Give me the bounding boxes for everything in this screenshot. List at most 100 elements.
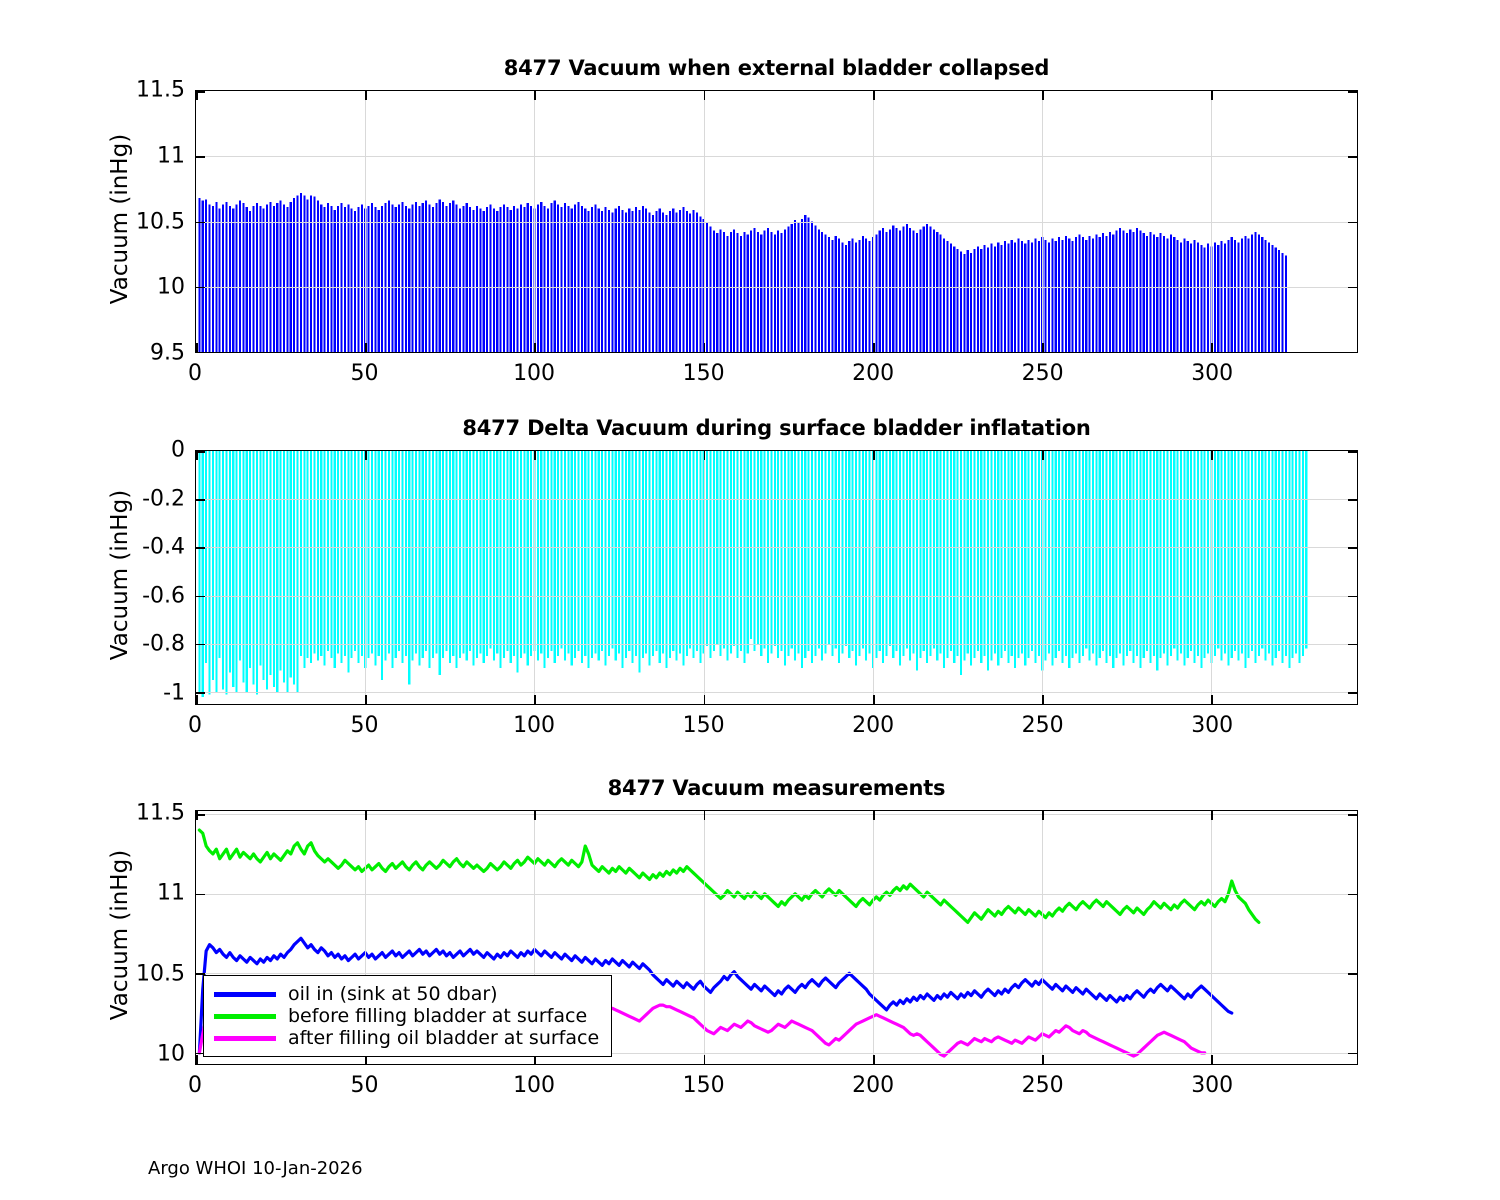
x-tickmark xyxy=(1042,811,1044,820)
legend-label-before-filling: before filling bladder at surface xyxy=(288,1005,588,1027)
x-tickmark xyxy=(196,1055,198,1064)
x-tick-label: 100 xyxy=(513,713,556,738)
y-tickmark xyxy=(1348,352,1357,353)
x-tickmark xyxy=(872,343,875,352)
x-tickmark xyxy=(534,451,537,460)
x-tickmark xyxy=(872,695,875,704)
gridline-vertical xyxy=(1211,451,1213,704)
gridline-vertical xyxy=(872,811,874,1064)
x-tickmark xyxy=(534,91,537,100)
y-tickmark xyxy=(1348,451,1357,453)
gridline-vertical xyxy=(1211,91,1213,352)
gridline-horizontal xyxy=(196,691,1357,693)
x-tickmark xyxy=(365,343,367,352)
y-tick-label: -0.8 xyxy=(142,631,185,657)
y-tickmark xyxy=(196,156,205,158)
panel3-title: 8477 Vacuum measurements xyxy=(607,776,946,800)
y-tickmark xyxy=(1348,1052,1357,1055)
gridline-vertical xyxy=(1042,811,1044,1064)
y-tickmark xyxy=(196,643,205,646)
gridline-horizontal xyxy=(196,814,1357,816)
panel1-ylabel: Vacuum (inHg) xyxy=(107,133,133,304)
y-tickmark xyxy=(196,499,205,501)
y-tickmark xyxy=(1348,643,1357,646)
gridline-horizontal xyxy=(196,973,1357,975)
x-tickmark xyxy=(872,91,875,100)
gridline-vertical xyxy=(872,91,874,352)
x-tick-label: 0 xyxy=(188,361,202,386)
panel-vacuum-external-bladder-collapsed: 8477 Vacuum when external bladder collap… xyxy=(107,56,1358,386)
y-tick-label: 0 xyxy=(171,437,185,463)
gridline-vertical xyxy=(703,811,705,1064)
x-tickmark xyxy=(196,695,198,704)
x-tickmark xyxy=(703,343,706,352)
y-tick-label: 11 xyxy=(157,143,185,169)
y-tickmark xyxy=(196,547,205,549)
y-tickmark xyxy=(196,893,205,896)
gridline-horizontal xyxy=(196,1052,1357,1054)
legend-item-after-filling: after filling oil bladder at surface xyxy=(214,1027,599,1049)
y-tick-label: 10.5 xyxy=(136,209,185,234)
panel2-ylabel: Vacuum (inHg) xyxy=(107,489,133,660)
x-tick-label: 100 xyxy=(513,361,556,386)
y-tickmark xyxy=(1348,499,1357,501)
y-tick-label: 11.5 xyxy=(136,800,185,826)
x-tickmark xyxy=(534,1055,537,1064)
x-tick-label: 0 xyxy=(188,1073,202,1098)
gridline-horizontal xyxy=(196,595,1357,597)
x-tickmark xyxy=(534,343,537,352)
gridline-vertical xyxy=(534,811,536,1064)
x-tickmark xyxy=(1211,91,1214,100)
gridline-horizontal xyxy=(196,893,1357,895)
x-tick-label: 150 xyxy=(682,1073,725,1098)
gridline-horizontal xyxy=(196,499,1357,501)
x-tickmark xyxy=(872,1055,875,1064)
x-tickmark xyxy=(1042,1055,1044,1064)
gridline-vertical xyxy=(365,91,367,352)
x-tickmark xyxy=(1042,91,1044,100)
x-tickmark xyxy=(872,451,875,460)
x-tick-label: 200 xyxy=(852,361,895,386)
y-tick-label: 9.5 xyxy=(150,340,185,366)
x-tickmark xyxy=(196,91,198,100)
gridline-vertical xyxy=(1211,811,1213,1064)
panel1-bars xyxy=(198,192,1287,352)
y-tickmark xyxy=(1348,691,1357,694)
gridline-vertical xyxy=(365,451,367,704)
y-tickmark xyxy=(196,91,205,93)
gridline-vertical xyxy=(534,451,536,704)
gridline-vertical xyxy=(703,91,705,352)
y-tickmark xyxy=(196,352,205,353)
legend-swatch-green xyxy=(214,1013,276,1019)
y-tick-label: 10 xyxy=(157,274,185,300)
x-tick-label: 300 xyxy=(1191,713,1234,738)
gridline-vertical xyxy=(703,451,705,704)
x-tickmark xyxy=(365,1055,367,1064)
panel2-bars xyxy=(198,451,1308,697)
x-tickmark xyxy=(365,91,367,100)
y-tickmark xyxy=(196,1052,205,1055)
y-tickmark xyxy=(196,973,205,975)
x-tick-label: 200 xyxy=(852,1073,895,1098)
legend-label-oil-in: oil in (sink at 50 dbar) xyxy=(288,983,498,1005)
y-tickmark xyxy=(1348,221,1357,224)
gridline-vertical xyxy=(534,91,536,352)
x-tickmark xyxy=(534,695,537,704)
y-tickmark xyxy=(1348,595,1357,598)
x-tickmark xyxy=(1211,451,1214,460)
x-tick-label: 200 xyxy=(852,713,895,738)
y-tick-label: -0.2 xyxy=(142,486,185,512)
x-tickmark xyxy=(196,343,198,352)
figure-footer: Argo WHOI 10-Jan-2026 xyxy=(148,1158,363,1179)
x-tickmark xyxy=(1042,343,1044,352)
gridline-horizontal xyxy=(196,286,1357,288)
gridline-vertical xyxy=(365,811,367,1064)
x-tick-label: 250 xyxy=(1021,713,1064,738)
x-tickmark xyxy=(703,1055,706,1064)
gridline-horizontal xyxy=(196,156,1357,158)
y-tickmark xyxy=(1348,814,1357,816)
legend-label-after-filling: after filling oil bladder at surface xyxy=(288,1027,600,1049)
x-tickmark xyxy=(703,695,706,704)
gridline-horizontal xyxy=(196,643,1357,645)
